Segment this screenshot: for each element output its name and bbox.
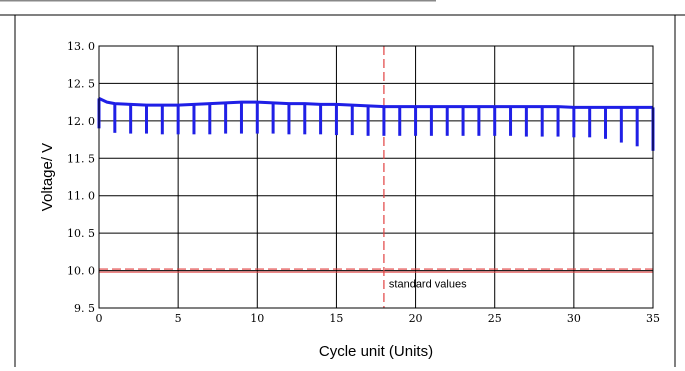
y-tick-label: 10. 0 (67, 265, 95, 278)
y-tick-label: 9. 5 (74, 302, 95, 315)
series-group (97, 97, 655, 151)
x-tick-label: 20 (409, 312, 423, 325)
y-tick-label: 11. 5 (67, 152, 95, 165)
y-tick-label: 13. 0 (67, 40, 95, 53)
x-tick-label: 30 (567, 312, 581, 325)
y-tick-label: 11. 0 (67, 190, 95, 203)
x-axis-title: Cycle unit (Units) (319, 343, 433, 360)
reference-lines (99, 46, 653, 308)
x-tick-label: 0 (96, 312, 103, 325)
y-axis-title: Voltage/ V (39, 143, 56, 211)
x-tick-label: 5 (175, 312, 182, 325)
reference-line-label: standard values (389, 279, 467, 291)
x-tick-label: 35 (646, 312, 660, 325)
x-tick-labels: 0 5 10 15 20 25 30 35 (96, 312, 661, 325)
y-tick-labels: 9. 5 10. 0 10. 5 11. 0 11. 5 12. 0 12. 5 13. 0 (67, 40, 95, 315)
voltage-series-line (98, 97, 653, 109)
plot-area-border (98, 45, 654, 309)
y-tick-label: 12. 5 (67, 77, 95, 90)
x-tick-label: 25 (488, 312, 502, 325)
x-tick-label: 10 (250, 312, 264, 325)
y-tick-label: 10. 5 (67, 227, 95, 240)
y-tick-label: 12. 0 (67, 115, 95, 128)
x-tick-label: 15 (329, 312, 343, 325)
